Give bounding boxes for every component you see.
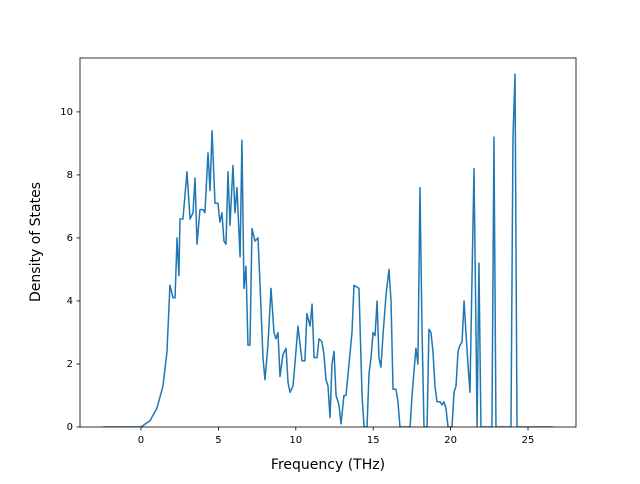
x-tick-label: 15 [367, 435, 380, 446]
x-tick-label: 20 [444, 435, 457, 446]
y-tick-label: 8 [67, 170, 73, 181]
plot-frame [79, 57, 577, 428]
y-tick-label: 0 [67, 422, 73, 433]
x-tick-label: 5 [215, 435, 221, 446]
x-axis-label: Frequency (THz) [271, 457, 385, 473]
y-axis-label: Density of States [28, 182, 44, 302]
line [103, 73, 553, 427]
x-tick-label: 10 [289, 435, 302, 446]
y-tick-label: 2 [67, 359, 73, 370]
x-tick-label: 25 [522, 435, 535, 446]
y-tick-label: 4 [67, 296, 73, 307]
x-tick-label: 0 [138, 435, 144, 446]
y-tick-label: 6 [67, 233, 73, 244]
y-tick-label: 10 [60, 107, 73, 118]
